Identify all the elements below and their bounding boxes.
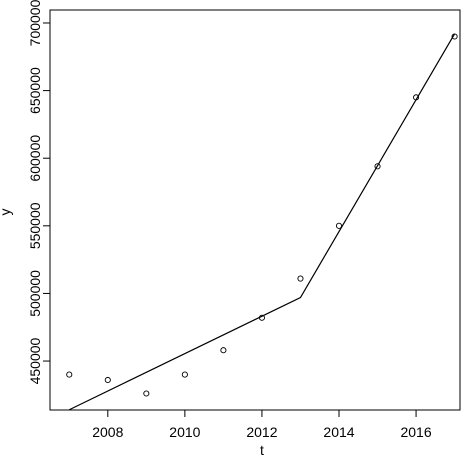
x-axis-label: t xyxy=(260,442,264,458)
y-axis-label: y xyxy=(0,209,13,216)
data-point xyxy=(297,275,304,282)
y-tick-label: 700000 xyxy=(27,0,43,46)
fit-line xyxy=(69,33,456,411)
data-point xyxy=(335,222,343,229)
plot-box xyxy=(49,9,461,411)
data-point xyxy=(374,163,381,170)
x-tick-label: 2010 xyxy=(169,424,200,440)
y-tick-label: 650000 xyxy=(27,67,43,114)
x-tick-label: 2016 xyxy=(400,424,431,440)
y-tick-label: 500000 xyxy=(27,270,43,317)
data-point xyxy=(220,347,227,354)
x-tick-label: 2008 xyxy=(92,424,123,440)
x-tick-label: 2012 xyxy=(246,424,277,440)
data-point xyxy=(181,371,188,378)
data-point xyxy=(104,376,111,384)
data-point xyxy=(66,371,73,378)
data-point xyxy=(143,390,150,397)
y-tick-label: 600000 xyxy=(27,135,43,182)
y-tick-label: 550000 xyxy=(27,202,43,249)
x-tick-label: 2014 xyxy=(323,424,354,440)
y-tick-label: 450000 xyxy=(27,337,43,384)
